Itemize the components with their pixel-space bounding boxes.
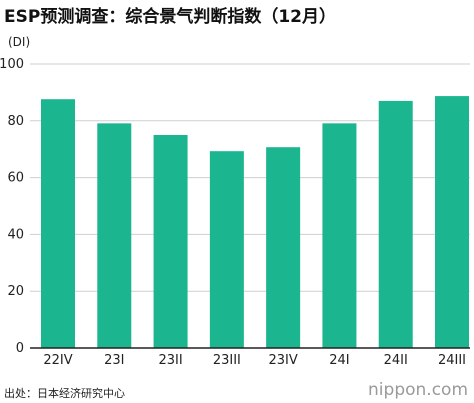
bar [378, 100, 413, 348]
x-tick-label: 24II [384, 353, 408, 368]
chart-title: ESP预测调查：综合景气判断指数（12月） [4, 7, 336, 27]
bar [435, 96, 469, 348]
y-tick-label: 60 [7, 171, 24, 186]
x-tick-label: 23IV [269, 353, 298, 368]
x-tick-label: 23III [213, 353, 241, 368]
source-note: 出处：日本经济研究中心 [4, 387, 125, 400]
x-tick-label: 24III [438, 353, 466, 368]
y-tick-label: 0 [16, 341, 24, 356]
bar [209, 151, 244, 348]
bar [41, 99, 75, 348]
x-tick-label: 22IV [43, 353, 72, 368]
bar [266, 147, 301, 348]
x-tick-label: 23I [104, 353, 124, 368]
y-tick-label: 80 [7, 114, 24, 129]
bar [322, 123, 357, 348]
y-tick-label: 100 [0, 57, 24, 72]
y-tick-label: 20 [7, 284, 24, 299]
brand-logo: nippon.com [368, 380, 468, 400]
bar [97, 123, 132, 348]
y-tick-label: 40 [7, 227, 24, 242]
x-tick-label: 23II [158, 353, 182, 368]
bar [153, 135, 188, 348]
x-tick-label: 24I [329, 353, 349, 368]
y-axis-label: (DI) [8, 35, 30, 49]
